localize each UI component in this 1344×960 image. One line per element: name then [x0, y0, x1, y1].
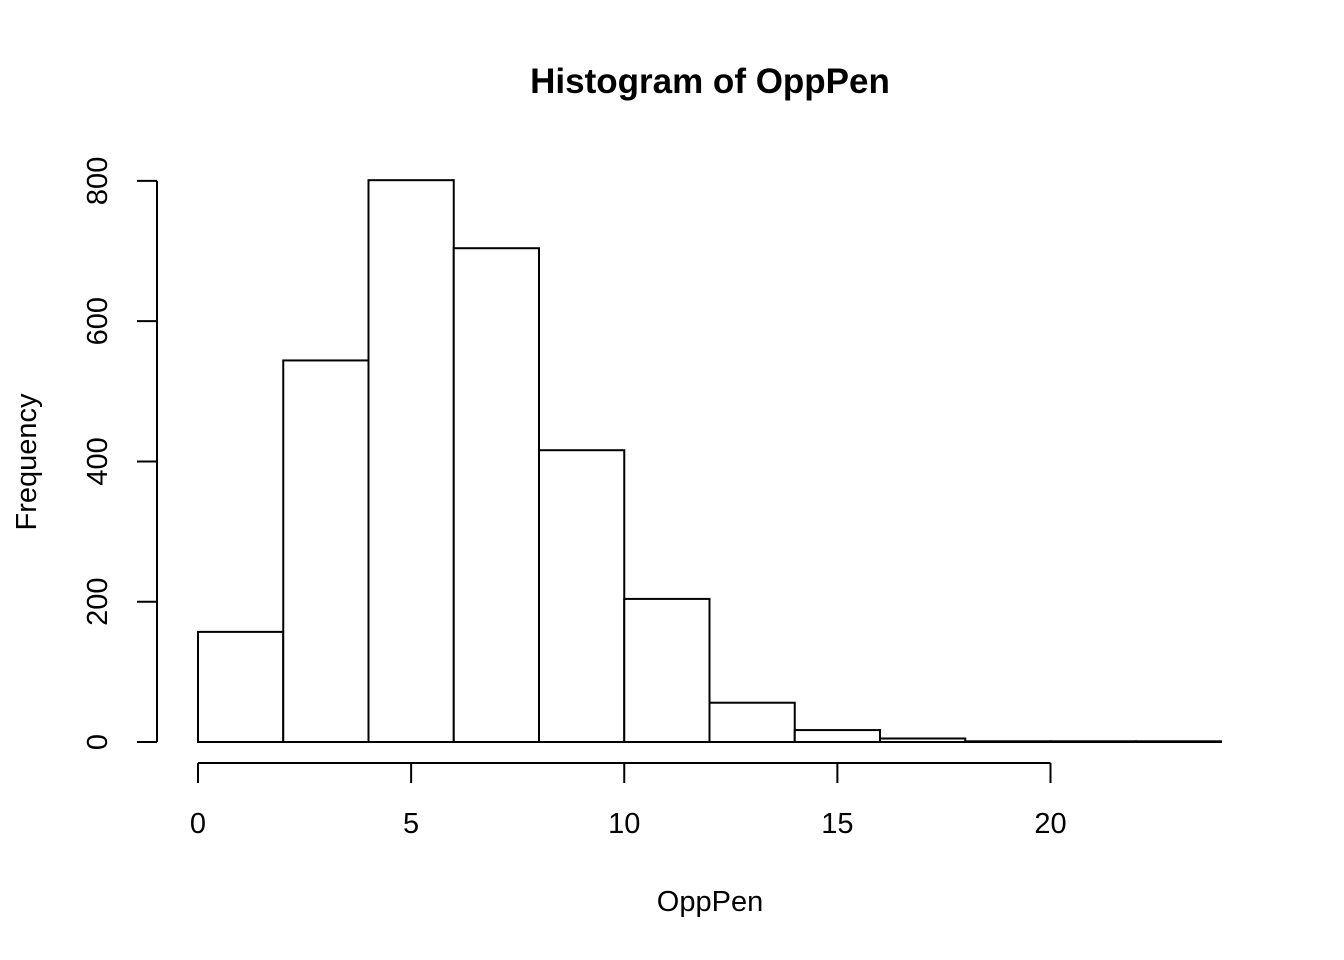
histogram-bar — [1134, 740, 1222, 743]
histogram-bar — [1049, 740, 1137, 743]
histogram-bar — [708, 701, 796, 744]
y-tick-label: 600 — [82, 297, 114, 345]
histogram-bar — [793, 729, 881, 743]
y-tick-label: 400 — [82, 437, 114, 485]
x-tick-label: 5 — [403, 808, 419, 840]
x-tick-label: 10 — [608, 808, 640, 840]
histogram-bar — [538, 449, 626, 743]
histogram-bar — [367, 179, 455, 744]
y-tick-label: 800 — [82, 157, 114, 205]
histogram-bar — [452, 247, 540, 744]
bars-group — [197, 179, 1222, 744]
histogram-bar — [964, 740, 1052, 743]
y-axis-ticks: 0 200 400 600 800 — [82, 157, 157, 750]
x-tick-label: 15 — [821, 808, 853, 840]
histogram-bar — [197, 630, 285, 743]
histogram-bar — [282, 359, 370, 743]
chart-title: Histogram of OppPen — [530, 62, 890, 101]
x-tick-label: 0 — [190, 808, 206, 840]
x-tick-label: 20 — [1034, 808, 1066, 840]
histogram-bar — [879, 737, 967, 743]
x-axis-ticks: 0 5 10 15 20 — [190, 763, 1067, 840]
y-tick-label: 200 — [82, 578, 114, 626]
histogram-bar — [623, 597, 711, 744]
x-axis-label: OppPen — [657, 886, 763, 918]
y-tick-label: 0 — [82, 734, 114, 750]
y-axis-label: Frequency — [11, 393, 43, 531]
